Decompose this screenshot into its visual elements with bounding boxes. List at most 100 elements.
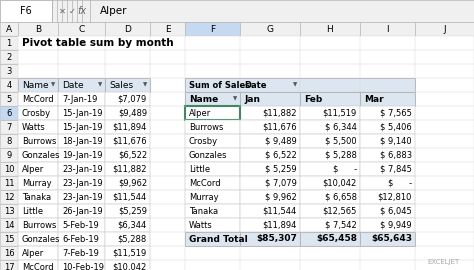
Text: $5,288: $5,288 <box>118 235 147 244</box>
Bar <box>185 106 240 120</box>
Text: 5: 5 <box>6 94 12 103</box>
Text: Alper: Alper <box>100 6 128 16</box>
Bar <box>58 176 105 190</box>
Bar <box>240 204 300 218</box>
Bar <box>0 260 18 270</box>
Text: Jan: Jan <box>244 94 260 103</box>
Bar <box>105 246 150 260</box>
Text: 16: 16 <box>4 248 14 258</box>
Bar <box>105 22 150 36</box>
Bar <box>240 106 300 120</box>
Bar <box>18 92 58 106</box>
Text: $ 9,140: $ 9,140 <box>380 137 412 146</box>
Bar <box>58 218 105 232</box>
Bar <box>18 260 58 270</box>
Bar <box>300 148 360 162</box>
Bar <box>18 148 58 162</box>
Text: Tanaka: Tanaka <box>189 207 218 215</box>
Text: Murray: Murray <box>189 193 219 201</box>
Bar <box>18 204 58 218</box>
Bar <box>0 36 18 50</box>
Text: $ 5,288: $ 5,288 <box>325 150 357 160</box>
Bar <box>58 120 105 134</box>
Bar <box>58 22 105 36</box>
Text: 2: 2 <box>6 52 12 62</box>
Text: 10: 10 <box>4 164 14 174</box>
Text: F6: F6 <box>20 6 32 16</box>
Bar <box>0 246 18 260</box>
Bar <box>0 162 18 176</box>
Text: $      -: $ - <box>388 178 412 187</box>
Text: Tanaka: Tanaka <box>22 193 51 201</box>
Text: $11,544: $11,544 <box>113 193 147 201</box>
Bar <box>300 92 360 106</box>
Text: 4: 4 <box>6 80 12 89</box>
Text: $ 6,344: $ 6,344 <box>325 123 357 131</box>
Bar <box>105 134 150 148</box>
Text: 13: 13 <box>4 207 14 215</box>
Text: $11,519: $11,519 <box>113 248 147 258</box>
Text: Little: Little <box>189 164 210 174</box>
Bar <box>18 36 474 270</box>
Bar <box>415 22 474 36</box>
Text: Mar: Mar <box>364 94 383 103</box>
Text: $ 7,542: $ 7,542 <box>325 221 357 229</box>
Bar <box>300 232 360 246</box>
Bar <box>240 218 300 232</box>
Bar <box>360 22 415 36</box>
Bar <box>58 148 105 162</box>
Text: Alper: Alper <box>22 164 44 174</box>
Text: $9,489: $9,489 <box>118 109 147 117</box>
Bar <box>300 176 360 190</box>
Bar <box>105 260 150 270</box>
Text: $11,882: $11,882 <box>263 109 297 117</box>
Text: 17: 17 <box>4 262 14 270</box>
Text: Alper: Alper <box>189 109 211 117</box>
Bar <box>240 92 300 106</box>
Bar <box>105 176 150 190</box>
Bar <box>360 218 415 232</box>
Text: 18-Jan-19: 18-Jan-19 <box>62 137 103 146</box>
Bar <box>185 204 240 218</box>
Text: C: C <box>78 25 85 33</box>
Bar <box>105 120 150 134</box>
Text: Watts: Watts <box>22 123 46 131</box>
Text: 15-Jan-19: 15-Jan-19 <box>62 123 102 131</box>
Text: $11,676: $11,676 <box>263 123 297 131</box>
Bar <box>240 148 300 162</box>
Bar <box>0 218 18 232</box>
Text: $9,962: $9,962 <box>118 178 147 187</box>
Bar <box>185 218 240 232</box>
Text: McCord: McCord <box>189 178 220 187</box>
Bar <box>0 0 52 22</box>
Bar <box>185 78 415 92</box>
Text: I: I <box>386 25 389 33</box>
Text: 6-Feb-19: 6-Feb-19 <box>62 235 99 244</box>
Text: H: H <box>327 25 333 33</box>
Text: Date: Date <box>244 80 266 89</box>
Bar <box>18 176 58 190</box>
Text: $      -: $ - <box>333 164 357 174</box>
Text: 15: 15 <box>4 235 14 244</box>
Text: McCord: McCord <box>22 94 54 103</box>
Text: Murray: Murray <box>22 178 52 187</box>
Text: ▼: ▼ <box>51 83 55 87</box>
Bar <box>185 190 240 204</box>
Bar <box>300 134 360 148</box>
Bar <box>58 246 105 260</box>
Bar <box>185 22 240 36</box>
Bar <box>105 204 150 218</box>
Bar <box>18 162 58 176</box>
Bar <box>240 120 300 134</box>
Text: $10,042: $10,042 <box>113 262 147 270</box>
Text: 7-Jan-19: 7-Jan-19 <box>62 94 97 103</box>
Bar <box>58 162 105 176</box>
Text: 7-Feb-19: 7-Feb-19 <box>62 248 99 258</box>
Text: McCord: McCord <box>22 262 54 270</box>
Bar <box>360 176 415 190</box>
Text: $6,522: $6,522 <box>118 150 147 160</box>
Bar <box>300 218 360 232</box>
Text: F: F <box>210 25 215 33</box>
Bar <box>105 190 150 204</box>
Bar <box>18 22 58 36</box>
